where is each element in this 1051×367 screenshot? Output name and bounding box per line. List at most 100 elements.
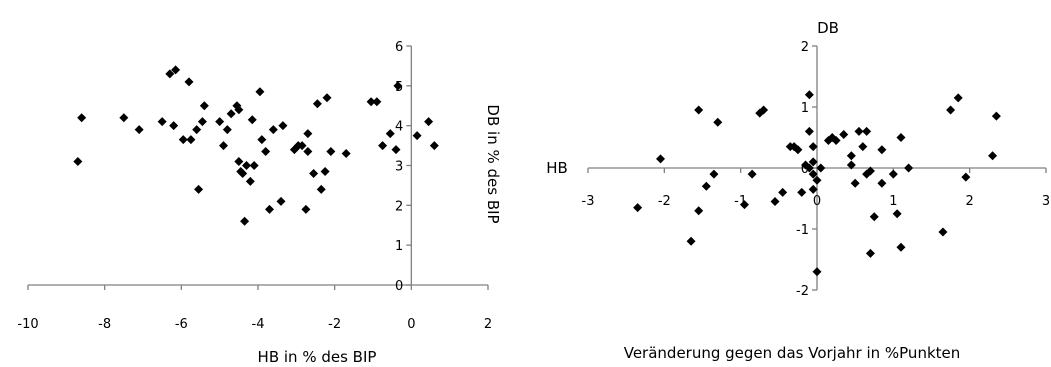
data-point [157,117,167,127]
data-point [656,154,666,164]
data-point [238,168,248,178]
data-point [709,169,719,179]
data-point [869,212,879,222]
data-point [199,101,209,111]
data-point [119,113,129,123]
data-point [946,105,956,115]
data-point [326,147,336,157]
x-tick-label: -8 [98,317,111,332]
y-tick-label: 6 [395,40,403,55]
data-point [701,181,711,191]
x-tick-label: -10 [17,317,38,332]
data-point [186,135,196,145]
data-point [215,117,225,127]
data-point [303,147,313,157]
data-point [808,184,818,194]
data-point [242,161,251,170]
x-axis-title: HB in % des BIP [258,348,377,366]
data-point [850,178,860,188]
data-point [257,135,267,145]
data-point [222,125,232,135]
data-point [808,142,818,152]
data-point [694,105,704,115]
data-point [793,145,803,155]
data-point [249,161,259,170]
x-tick-label: -2 [328,317,341,332]
data-point [240,216,250,226]
data-point [245,176,255,186]
data-point [424,117,434,127]
data-point [808,169,818,179]
scatter-chart-levels: -10-8-6-4-2020123456 [17,40,492,332]
data-point [953,93,963,103]
x-tick-label: 0 [407,317,415,332]
data-point [846,160,856,170]
data-point [812,175,822,185]
data-point [234,157,244,167]
data-point [865,248,875,258]
data-point [393,81,403,91]
data-point [808,157,818,167]
data-point [134,125,144,135]
data-point [877,178,887,188]
data-point [713,117,723,127]
data-point [276,196,286,206]
x-tick-label: -4 [252,317,265,332]
data-point [633,203,643,213]
y-tick-label: -1 [796,223,809,238]
y-axis-title: DB [817,19,839,37]
data-point [234,105,244,115]
data-point [877,145,887,155]
data-point [184,77,194,87]
y-tick-label: 2 [801,40,809,55]
y-tick-label: 1 [801,101,809,116]
data-point [888,169,898,179]
x-tick-label: 0 [813,194,821,209]
data-point [759,105,769,115]
data-point [739,200,749,210]
data-point [991,111,1001,121]
chart-caption: Veränderung gegen das Vorjahr in %Punkte… [624,344,961,362]
y-tick-label: 0 [801,162,809,177]
y-tick-label: 0 [395,279,403,294]
data-point [322,93,332,103]
data-point [865,166,875,176]
data-point [854,126,864,136]
data-point [194,184,204,194]
data-point [301,204,311,214]
data-point [694,206,704,216]
data-point [797,187,807,197]
x-axis-title: HB [546,159,568,177]
data-point [372,97,382,107]
data-point [316,184,326,194]
x-tick-label: 1 [889,194,897,209]
y-tick-label: 3 [395,160,403,175]
data-point [896,133,906,142]
data-point [831,136,841,146]
data-point [73,157,83,167]
data-point [770,197,780,207]
y-tick-label: -2 [796,284,809,299]
y-tick-label: 2 [395,199,403,214]
data-point [896,242,906,252]
data-point [268,125,278,135]
data-point [812,267,822,277]
data-point [366,97,376,107]
y-axis-title: DB in % des BIP [484,104,502,223]
data-point [341,149,351,159]
data-point [169,121,179,131]
x-tick-label: -6 [175,317,188,332]
data-point [312,99,322,109]
data-point [429,141,439,151]
data-point [303,129,313,139]
data-point [165,69,175,79]
x-tick-label: -3 [582,194,595,209]
data-point [77,113,87,123]
data-point [192,125,202,135]
data-point [197,117,207,127]
data-point [804,126,814,136]
x-tick-label: 2 [484,317,492,332]
data-point [778,187,788,197]
data-point [320,166,330,176]
